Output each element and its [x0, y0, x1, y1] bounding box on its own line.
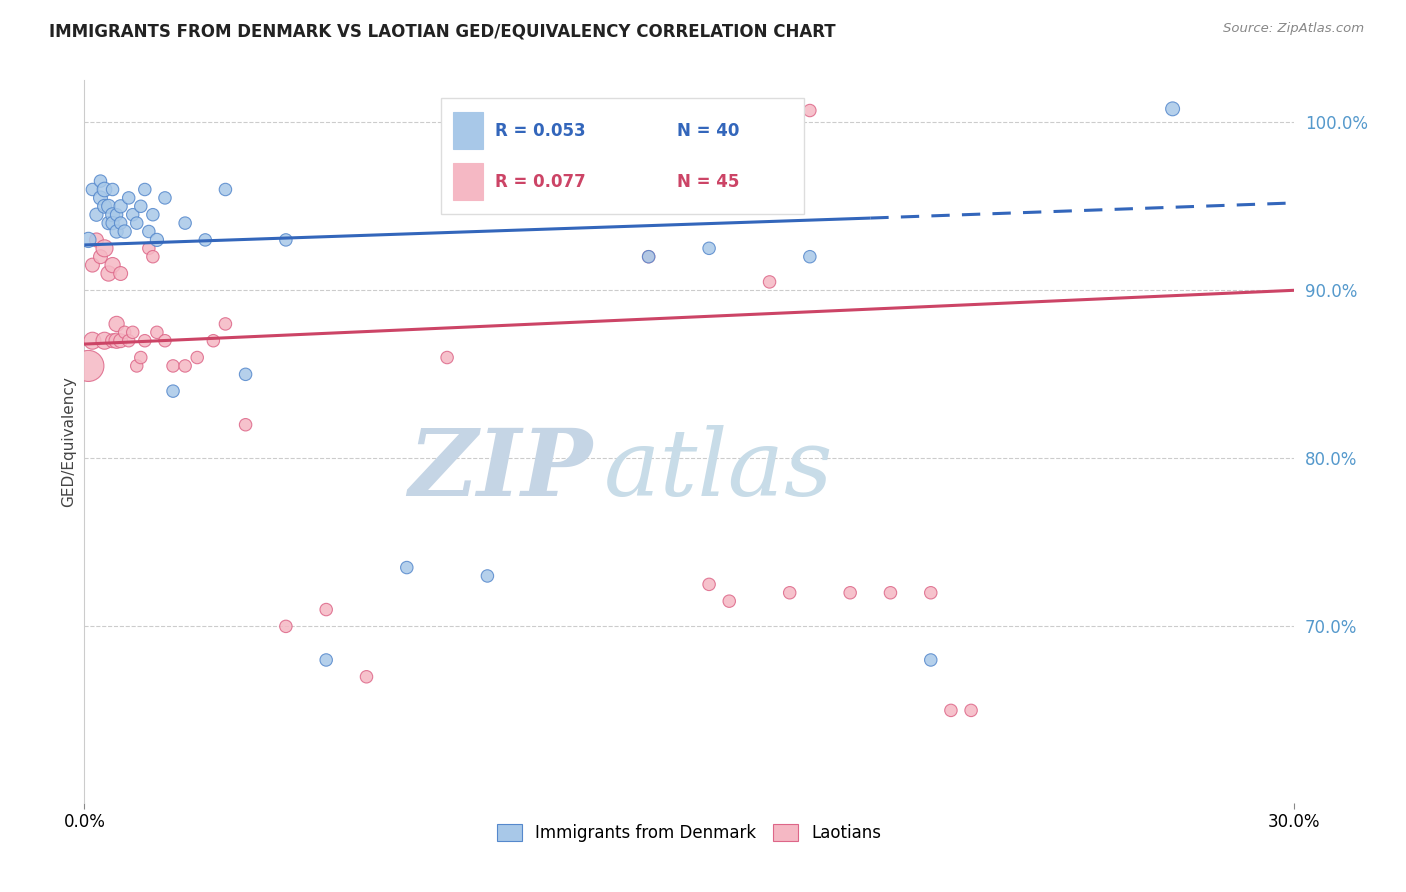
Point [97, 216, 120, 230]
Point [146, 326, 169, 340]
Point [121, 208, 143, 222]
Text: R = 0.077: R = 0.077 [495, 172, 586, 191]
Point [939, 703, 962, 717]
Point [142, 250, 165, 264]
Text: N = 45: N = 45 [676, 172, 740, 191]
Point [162, 384, 184, 398]
Point [101, 216, 124, 230]
Point [186, 351, 208, 365]
Point [110, 216, 132, 230]
Point [86, 233, 108, 247]
Point [879, 586, 901, 600]
Point [637, 250, 659, 264]
Point [637, 250, 659, 264]
Point [93, 334, 115, 348]
Point [758, 275, 780, 289]
Point [93, 182, 115, 196]
Text: R = 0.053: R = 0.053 [495, 121, 586, 140]
Point [125, 216, 148, 230]
Point [697, 577, 720, 591]
Point [274, 233, 297, 247]
Point [82, 182, 104, 196]
Point [118, 334, 141, 348]
Point [89, 174, 111, 188]
Bar [453, 112, 484, 149]
Point [89, 250, 111, 264]
Point [129, 351, 152, 365]
Point [214, 182, 236, 196]
Point [105, 334, 128, 348]
Point [920, 653, 942, 667]
Point [77, 359, 100, 373]
Bar [453, 163, 484, 200]
Point [202, 334, 225, 348]
Point [436, 351, 458, 365]
Text: Source: ZipAtlas.com: Source: ZipAtlas.com [1223, 22, 1364, 36]
Point [920, 586, 942, 600]
Point [153, 191, 176, 205]
Point [960, 703, 983, 717]
Point [110, 334, 132, 348]
Point [110, 199, 132, 213]
Point [235, 368, 257, 382]
Text: N = 40: N = 40 [676, 121, 740, 140]
Point [89, 191, 111, 205]
Point [138, 241, 160, 255]
Point [134, 334, 156, 348]
Point [93, 199, 115, 213]
Point [121, 326, 143, 340]
Point [799, 103, 821, 118]
Point [1161, 102, 1184, 116]
Point [129, 199, 152, 213]
Y-axis label: GED/Equivalency: GED/Equivalency [60, 376, 76, 507]
Point [799, 250, 821, 264]
Point [110, 267, 132, 281]
Point [274, 619, 297, 633]
Point [101, 208, 124, 222]
Point [174, 216, 197, 230]
Point [839, 586, 862, 600]
Point [105, 208, 128, 222]
Point [101, 258, 124, 272]
Text: IMMIGRANTS FROM DENMARK VS LAOTIAN GED/EQUIVALENCY CORRELATION CHART: IMMIGRANTS FROM DENMARK VS LAOTIAN GED/E… [49, 22, 835, 40]
Point [235, 417, 257, 432]
Point [146, 233, 169, 247]
Point [82, 258, 104, 272]
Point [138, 225, 160, 239]
Point [86, 208, 108, 222]
Point [214, 317, 236, 331]
Point [315, 653, 337, 667]
Point [356, 670, 378, 684]
Legend: Immigrants from Denmark, Laotians: Immigrants from Denmark, Laotians [491, 817, 887, 848]
Point [77, 233, 100, 247]
Point [697, 241, 720, 255]
Point [315, 602, 337, 616]
Point [134, 182, 156, 196]
Point [153, 334, 176, 348]
Point [395, 560, 418, 574]
Point [162, 359, 184, 373]
Point [105, 225, 128, 239]
Point [118, 191, 141, 205]
Point [194, 233, 217, 247]
Point [101, 334, 124, 348]
Point [105, 317, 128, 331]
FancyBboxPatch shape [441, 98, 804, 214]
Point [718, 594, 741, 608]
Point [97, 267, 120, 281]
Text: ZIP: ZIP [408, 425, 592, 516]
Point [125, 359, 148, 373]
Text: atlas: atlas [605, 425, 834, 516]
Point [101, 182, 124, 196]
Point [477, 569, 499, 583]
Point [97, 199, 120, 213]
Point [82, 334, 104, 348]
Point [142, 208, 165, 222]
Point [779, 586, 801, 600]
Point [174, 359, 197, 373]
Point [93, 241, 115, 255]
Point [114, 326, 136, 340]
Point [114, 225, 136, 239]
